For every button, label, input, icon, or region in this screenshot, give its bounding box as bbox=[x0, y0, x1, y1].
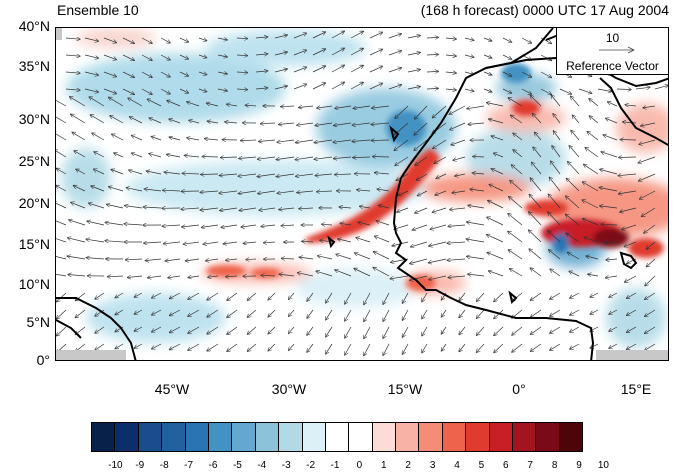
colorbar-tick-label: -4 bbox=[257, 460, 266, 471]
colorbar-tick-label: -1 bbox=[331, 460, 340, 471]
shading-layer bbox=[61, 28, 669, 348]
lat-label: 35°N bbox=[0, 58, 50, 74]
colorbar-cell bbox=[161, 422, 185, 452]
colorbar-cell bbox=[372, 422, 396, 452]
colorbar-tick-label: 3 bbox=[430, 460, 436, 471]
panel-title: Ensemble 10 bbox=[57, 2, 139, 18]
colorbar-cell bbox=[559, 422, 583, 452]
colorbar-tick-label: 2 bbox=[405, 460, 411, 471]
lat-label: 40°N bbox=[0, 18, 50, 34]
colorbar-cell bbox=[302, 422, 326, 452]
lat-label: 25°N bbox=[0, 153, 50, 169]
colorbar-cell bbox=[465, 422, 489, 452]
reference-vector-legend: 10 Reference Vector bbox=[556, 27, 669, 75]
lat-label: 5°N bbox=[0, 314, 50, 330]
reference-vector-value: 10 bbox=[557, 31, 668, 45]
colorbar bbox=[92, 422, 583, 452]
map-panel bbox=[55, 27, 669, 361]
colorbar-tick-label: 6 bbox=[503, 460, 509, 471]
reference-arrow-icon bbox=[597, 45, 637, 55]
map-canvas bbox=[56, 28, 669, 361]
colorbar-tick-label: -8 bbox=[160, 460, 169, 471]
colorbar-cell bbox=[91, 422, 115, 452]
lat-label: 30°N bbox=[0, 111, 50, 127]
colorbar-cell bbox=[185, 422, 209, 452]
lon-label: 30°W bbox=[272, 381, 306, 397]
land-mask-sw bbox=[56, 350, 126, 361]
colorbar-cell bbox=[231, 422, 255, 452]
colorbar-cell bbox=[535, 422, 559, 452]
colorbar-tick-label: 4 bbox=[454, 460, 460, 471]
colorbar-tick-label: 5 bbox=[479, 460, 485, 471]
forecast-time-label: (168 h forecast) 0000 UTC 17 Aug 2004 bbox=[421, 2, 669, 18]
colorbar-cell bbox=[442, 422, 466, 452]
colorbar-tick-label: -10 bbox=[108, 460, 122, 471]
colorbar-cell bbox=[278, 422, 302, 452]
reference-vector-label: Reference Vector bbox=[557, 59, 668, 73]
colorbar-tick-label: -3 bbox=[282, 460, 291, 471]
colorbar-cell bbox=[325, 422, 349, 452]
lon-label: 15°E bbox=[621, 381, 652, 397]
colorbar-cell bbox=[489, 422, 513, 452]
colorbar-tick-label: -6 bbox=[209, 460, 218, 471]
colorbar-tick-label: -9 bbox=[135, 460, 144, 471]
colorbar-tick-label: 8 bbox=[552, 460, 558, 471]
land-mask-nw bbox=[56, 28, 62, 40]
colorbar-cell bbox=[512, 422, 536, 452]
colorbar-cell bbox=[255, 422, 279, 452]
colorbar-tick-label: -2 bbox=[306, 460, 315, 471]
lon-label: 15°W bbox=[388, 381, 422, 397]
colorbar-tick-label: 7 bbox=[527, 460, 533, 471]
colorbar-tick-label: 0 bbox=[357, 460, 363, 471]
colorbar-tick-label: -5 bbox=[233, 460, 242, 471]
lat-label: 20°N bbox=[0, 195, 50, 211]
colorbar-cell bbox=[138, 422, 162, 452]
colorbar-tick-label: -7 bbox=[184, 460, 193, 471]
colorbar-cell bbox=[208, 422, 232, 452]
lat-label: 0° bbox=[0, 352, 50, 368]
colorbar-tick-label: 9 bbox=[576, 460, 582, 471]
colorbar-cell bbox=[418, 422, 442, 452]
lon-label: 0° bbox=[512, 381, 525, 397]
lon-label: 45°W bbox=[155, 381, 189, 397]
land-mask-se bbox=[596, 350, 669, 361]
colorbar-tick-label: 10 bbox=[598, 460, 609, 471]
colorbar-cell bbox=[395, 422, 419, 452]
lat-label: 10°N bbox=[0, 276, 50, 292]
colorbar-cell bbox=[114, 422, 138, 452]
lat-label: 15°N bbox=[0, 236, 50, 252]
colorbar-tick-label: 1 bbox=[381, 460, 387, 471]
colorbar-cell bbox=[348, 422, 372, 452]
